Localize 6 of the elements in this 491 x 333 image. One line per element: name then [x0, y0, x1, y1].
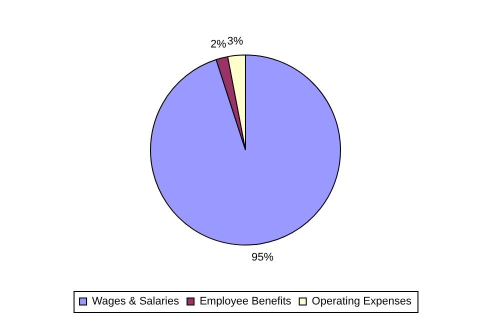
data-label: 2% [210, 38, 227, 50]
legend-label: Operating Expenses [312, 296, 412, 308]
legend-label: Employee Benefits [200, 296, 292, 308]
data-label: 3% [227, 36, 244, 48]
data-label: 95% [252, 252, 274, 264]
legend-label: Wages & Salaries [92, 296, 180, 308]
